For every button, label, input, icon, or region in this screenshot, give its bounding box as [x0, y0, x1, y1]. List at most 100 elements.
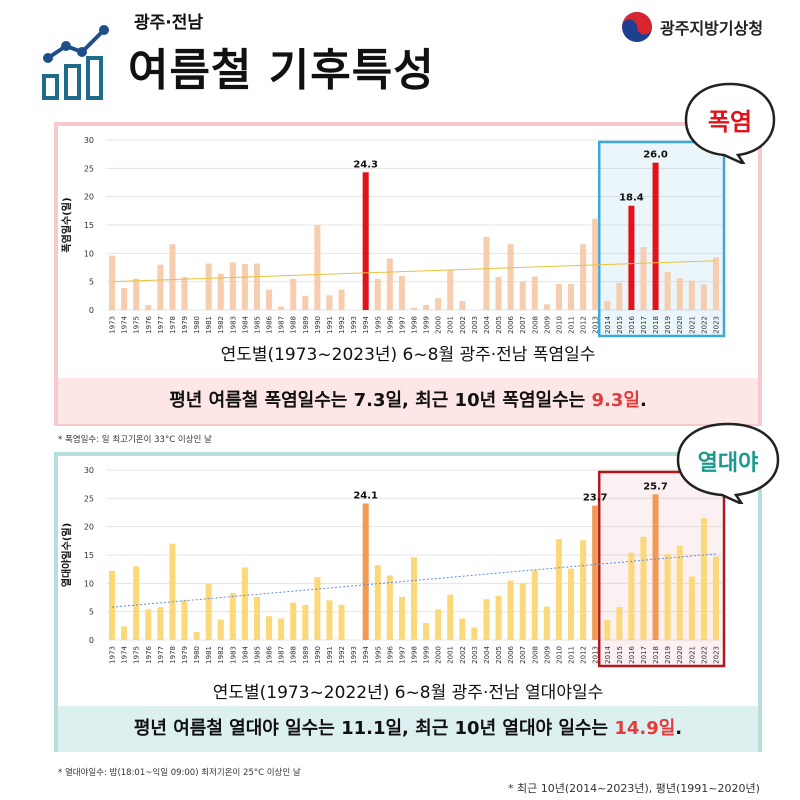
x-tick-label: 2021	[688, 316, 696, 334]
bar-1998	[410, 557, 418, 640]
x-tick-label: 1994	[362, 315, 370, 333]
trend-line	[112, 260, 716, 283]
footer-note: * 최근 10년(2014~2023년), 평년(1991~2020년)	[508, 782, 760, 795]
org-header: 광주지방기상청	[620, 10, 763, 44]
bar-2013	[592, 505, 599, 640]
bar-1997	[398, 596, 405, 640]
y-tick-label: 10	[84, 579, 94, 588]
bar-2010	[555, 539, 562, 640]
trend-line	[111, 553, 717, 608]
heatwave-caption: 연도별(1973~2023년) 6~8월 광주·전남 폭염일수	[220, 345, 596, 365]
bar-1974	[121, 626, 128, 640]
x-tick-label: 2022	[700, 646, 708, 664]
bar-1980	[193, 632, 200, 640]
bar-2018	[652, 162, 659, 310]
tropical-night-panel: 열대야일수(일) 0 5 10 15 20 25 30 1973 1974 1975 1976 1977…	[54, 452, 762, 752]
x-tick-label: 2007	[519, 646, 527, 664]
bar-1977	[157, 264, 164, 310]
bar-2007	[519, 281, 526, 310]
bar-1974	[121, 287, 128, 310]
bar-2008	[531, 276, 538, 310]
tropical-summary-text: 평년 여름철 열대야 일수는 11.1일, 최근 10년 열대야 일수는	[133, 718, 615, 739]
bar-2018	[652, 494, 659, 640]
x-tick-label: 2017	[640, 316, 648, 334]
bar-2009	[543, 304, 550, 310]
bar-2012	[580, 540, 587, 640]
y-tick-label: 0	[89, 636, 94, 645]
x-tick-label: 2002	[459, 316, 467, 334]
bar-1999	[423, 623, 430, 640]
bar-1986	[266, 289, 273, 310]
bar-1994	[362, 503, 369, 640]
bar-2019	[664, 272, 671, 310]
x-tick-label: 1999	[423, 316, 431, 334]
x-tick-label: 1981	[205, 646, 213, 664]
bar-2005	[495, 595, 502, 640]
bar-1989	[302, 295, 309, 310]
x-tick-label: 1989	[302, 646, 310, 664]
x-tick-label: 1982	[217, 316, 225, 334]
heatwave-note: * 폭염일수: 일 최고기온이 33°C 이상인 날	[58, 435, 212, 445]
page-title: 여름철 기후특성	[128, 45, 435, 96]
bar-2022	[700, 518, 707, 640]
x-tick-label: 2011	[568, 646, 576, 664]
bar-1987	[278, 306, 285, 310]
bar-2012	[580, 244, 587, 310]
x-tick-label: 2011	[568, 316, 576, 334]
bar-2004	[483, 599, 490, 640]
bar-1981	[205, 583, 212, 640]
data-label-1994: 24.3	[353, 159, 378, 170]
bar-2001	[447, 594, 454, 640]
x-tick-label: 1992	[338, 646, 346, 664]
y-tick-label: 15	[84, 221, 94, 230]
tropical-caption: 연도별(1973~2022년) 6~8월 광주·전남 열대야일수	[212, 683, 604, 703]
bar-2000	[435, 298, 442, 310]
x-tick-label: 2021	[688, 646, 696, 664]
region-label: 광주·전남	[134, 13, 204, 33]
x-tick-label: 2012	[580, 316, 588, 334]
x-tick-label: 2006	[507, 315, 515, 333]
bar-2001	[447, 270, 454, 310]
heatwave-chart: 폭염일수(일) 0 5 10 15 20 25 30 1973 1974 1975 1976 1977 1…	[60, 136, 726, 338]
x-tick-label: 2013	[592, 316, 600, 334]
bar-1975	[133, 566, 140, 640]
x-tick-label: 1998	[411, 646, 419, 664]
x-tick-label: 2008	[531, 646, 539, 664]
x-tick-label: 1981	[205, 316, 213, 334]
x-tick-label: 1977	[157, 316, 165, 334]
x-tick-label: 1999	[423, 646, 431, 664]
tropical-summary-highlight: 14.9일	[614, 718, 676, 739]
bar-1992	[338, 289, 345, 310]
bar-2003	[471, 627, 478, 640]
bar-2019	[664, 553, 671, 640]
x-tick-label: 1975	[133, 646, 141, 664]
x-tick-label: 2014	[604, 315, 612, 333]
bar-2014	[604, 300, 611, 310]
x-tick-label: 1973	[109, 316, 117, 334]
bar-1985	[253, 263, 260, 310]
bar-1992	[338, 604, 345, 640]
x-tick-label: 1997	[398, 316, 406, 334]
bar-2002	[459, 618, 466, 640]
x-tick-label: 1982	[217, 646, 225, 664]
x-tick-label: 1984	[241, 645, 249, 663]
x-tick-label: 1987	[278, 646, 286, 664]
x-tick-label: 2001	[447, 646, 455, 664]
bar-2021	[688, 280, 695, 310]
bar-2017	[640, 536, 647, 640]
tropical-summary: 평년 여름철 열대야 일수는 11.1일, 최근 10년 열대야 일수는 14.…	[58, 706, 758, 752]
x-tick-label: 1983	[229, 316, 237, 334]
bar-1973	[109, 255, 116, 310]
x-tick-label: 2006	[507, 645, 515, 663]
x-tick-label: 2022	[700, 316, 708, 334]
bar-2010	[555, 283, 562, 310]
bar-1984	[241, 264, 248, 310]
bar-1982	[217, 619, 224, 640]
x-tick-label: 1979	[181, 316, 189, 334]
x-tick-label: 1991	[326, 646, 334, 664]
bar-1975	[133, 278, 140, 310]
y-axis-label: 폭염일수(일)	[60, 197, 73, 252]
bar-2008	[531, 570, 538, 640]
x-tick-label: 2004	[483, 645, 491, 663]
x-tick-label: 2008	[531, 316, 539, 334]
